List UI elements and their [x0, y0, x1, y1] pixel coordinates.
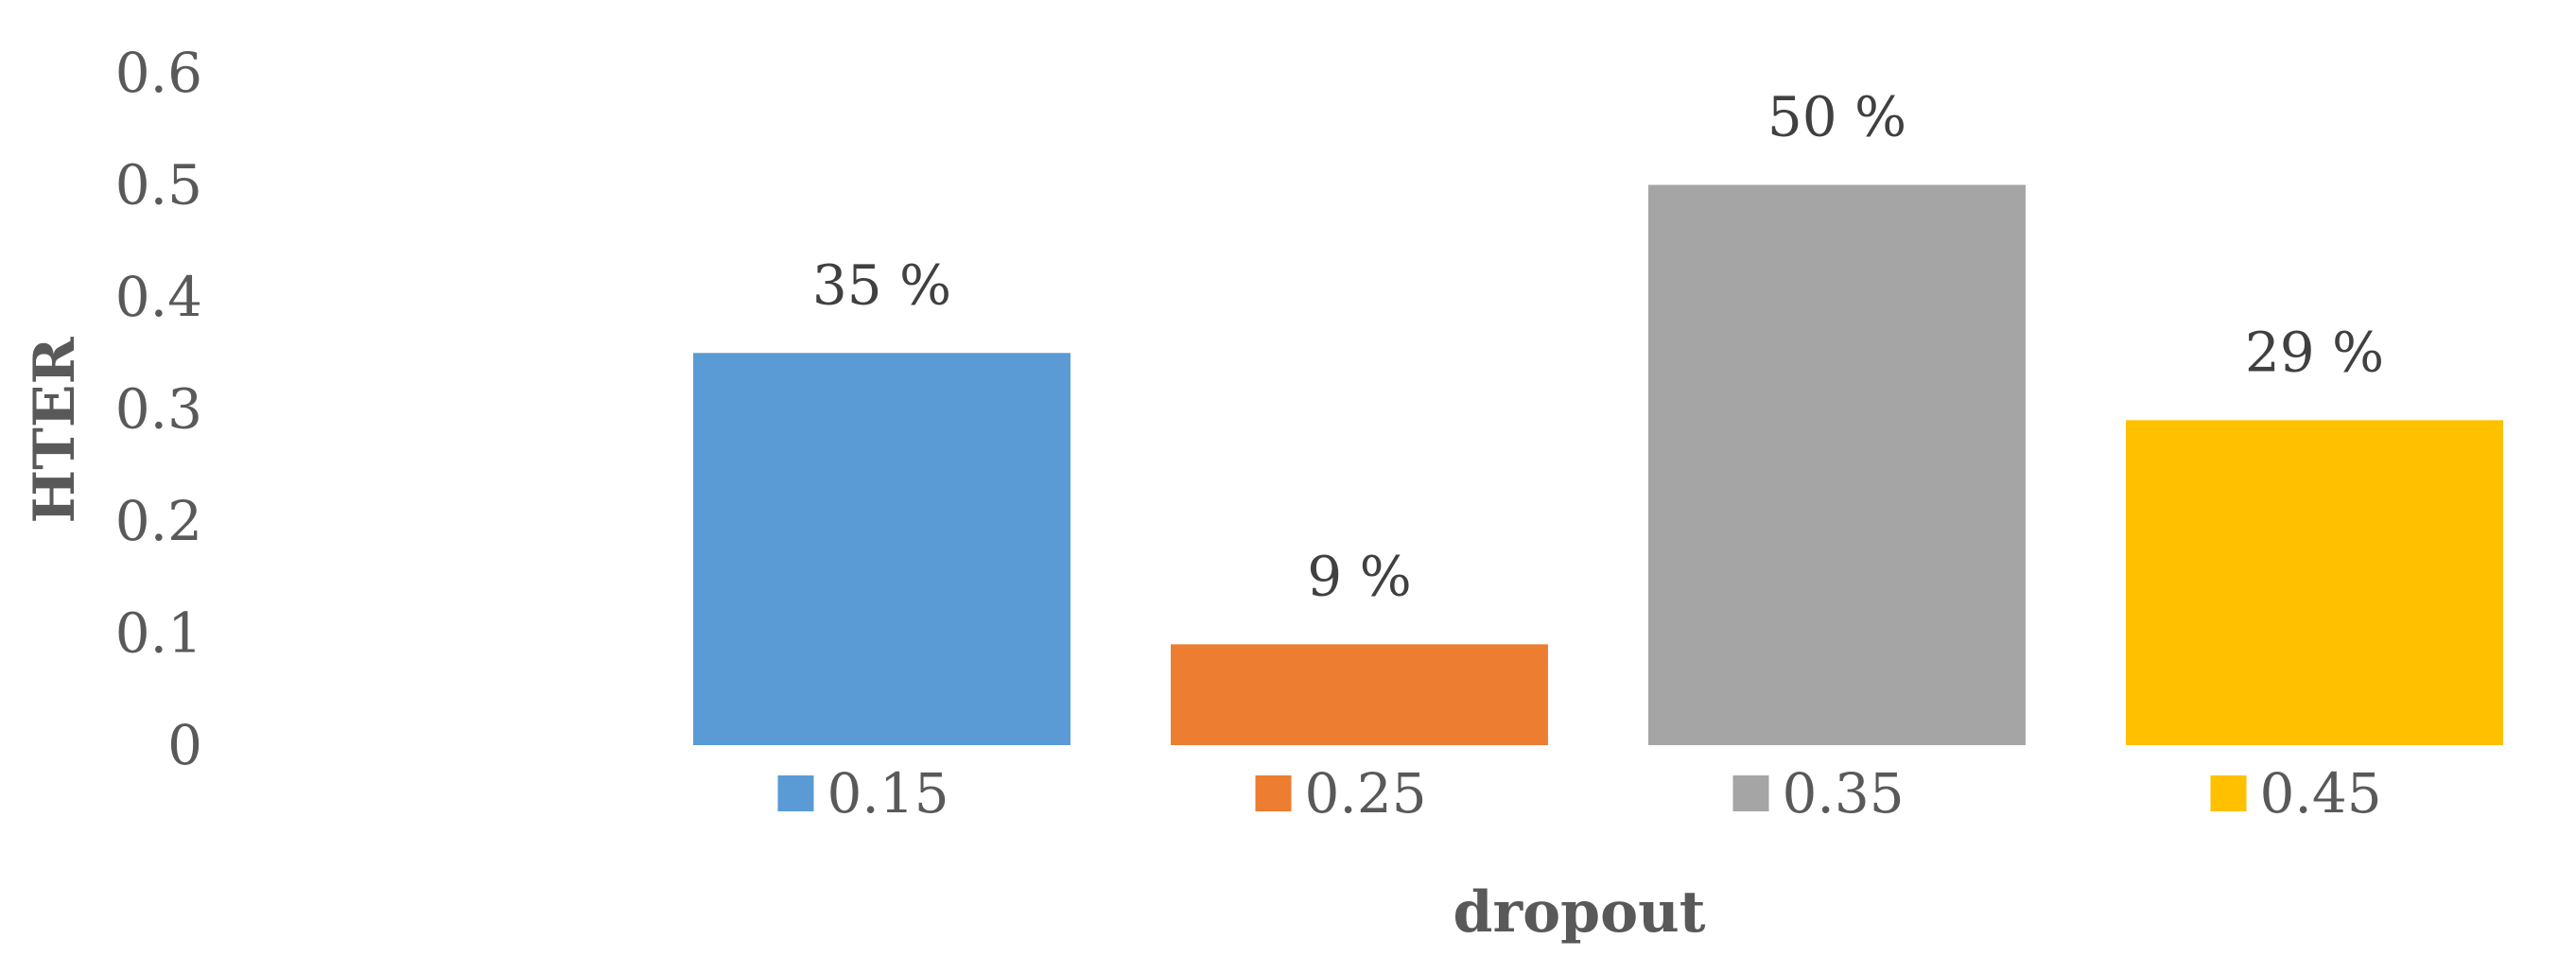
- legend-label: 0.45: [2260, 761, 2382, 826]
- bar: [1171, 644, 1548, 745]
- bar: [1648, 184, 2026, 745]
- y-tick-label: 0.5: [115, 153, 202, 217]
- bar: [2126, 420, 2503, 745]
- legend: 0.15 0.25 0.35 0.45: [777, 761, 2382, 826]
- legend-swatch: [1732, 775, 1769, 811]
- y-tick-label: 0: [167, 713, 202, 777]
- y-tick-label: 0.1: [115, 601, 202, 666]
- data-label: 9 %: [1307, 544, 1411, 608]
- legend-swatch: [777, 775, 814, 811]
- y-tick-label: 0.3: [115, 377, 202, 442]
- legend-swatch: [2210, 775, 2247, 811]
- data-label: 35 %: [812, 252, 951, 317]
- bars: [693, 184, 2503, 745]
- y-tick-label: 0.2: [115, 489, 202, 553]
- data-label: 50 %: [1767, 85, 1906, 149]
- x-axis-title: dropout: [1453, 879, 1706, 946]
- bar: [693, 353, 1070, 745]
- legend-swatch: [1255, 775, 1292, 811]
- y-axis-ticks: 0 0.1 0.2 0.3 0.4 0.5 0.6: [115, 41, 202, 777]
- y-axis-title: HTER: [22, 336, 88, 523]
- legend-label: 0.15: [827, 761, 949, 826]
- y-tick-label: 0.6: [115, 41, 202, 105]
- legend-label: 0.25: [1305, 761, 1427, 826]
- data-labels: 35 % 9 % 50 % 29 %: [812, 85, 2384, 609]
- legend-label: 0.35: [1783, 761, 1905, 826]
- y-tick-label: 0.4: [115, 265, 202, 329]
- data-label: 29 %: [2245, 320, 2384, 384]
